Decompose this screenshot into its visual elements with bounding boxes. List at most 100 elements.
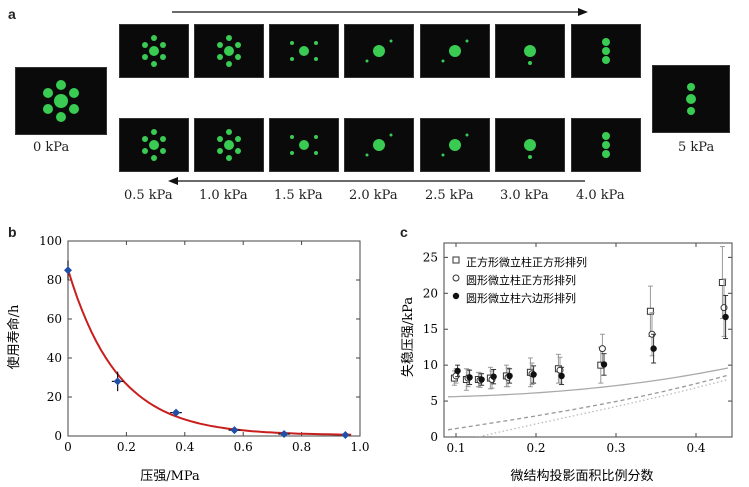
green-spot xyxy=(151,35,157,41)
green-spot xyxy=(235,42,241,48)
green-spot xyxy=(687,83,695,91)
microscope-spots xyxy=(524,139,536,159)
green-spot xyxy=(224,140,234,150)
green-spot xyxy=(54,94,68,108)
microscope-image-1 xyxy=(119,24,189,78)
marker-circle-filled xyxy=(558,372,565,380)
x-tick-label: 0.1 xyxy=(446,441,465,455)
microscope-image-8 xyxy=(119,118,189,172)
green-spot xyxy=(160,148,166,154)
green-spot xyxy=(465,39,469,43)
green-spot xyxy=(365,59,369,63)
green-spot xyxy=(69,88,79,98)
marker-circle-filled xyxy=(454,367,461,375)
caption-0kpa: 0 kPa xyxy=(33,140,70,155)
microscope-spots xyxy=(365,39,393,63)
data-point xyxy=(64,266,72,275)
green-spot xyxy=(142,148,148,154)
y-tick-label: 80 xyxy=(47,273,62,287)
green-spot xyxy=(217,136,223,142)
panel-b-label: b xyxy=(8,224,17,240)
chart-b-frame xyxy=(67,240,361,437)
green-spot xyxy=(235,148,241,154)
microscope-spots xyxy=(142,129,166,161)
chart-c-xlabel: 微结构投影面积比例分数 xyxy=(510,468,653,484)
legend-marker-circle-filled xyxy=(452,292,460,300)
x-tick-label: 0.8 xyxy=(292,440,311,454)
x-tick-label: 1.0 xyxy=(350,440,369,454)
y-tick-label: 5 xyxy=(430,394,438,408)
microscope-spots xyxy=(290,135,318,155)
green-spot xyxy=(314,41,318,45)
green-spot xyxy=(602,47,610,55)
green-spot xyxy=(226,61,232,67)
green-spot xyxy=(314,135,318,139)
marker-circle-filled xyxy=(530,371,537,378)
fit-curve xyxy=(67,269,352,436)
microscope-image-5 xyxy=(420,24,490,78)
green-spot xyxy=(373,139,385,151)
x-tick-label: 0.6 xyxy=(234,440,253,454)
panel-a-label: a xyxy=(8,6,16,22)
green-spot xyxy=(142,136,148,142)
green-spot xyxy=(43,104,53,114)
microscope-image-7 xyxy=(571,24,641,78)
green-spot xyxy=(224,46,234,56)
x-tick-label: 0.4 xyxy=(175,440,194,454)
green-spot xyxy=(290,135,294,139)
green-spot xyxy=(149,46,159,56)
green-spot xyxy=(56,80,66,90)
legend-c-3: 圆形微立柱六边形排列 xyxy=(466,291,576,305)
green-spot xyxy=(290,151,294,155)
x-tick-label: 0.2 xyxy=(526,441,545,455)
y-tick-label: 15 xyxy=(423,322,438,336)
y-tick-label: 20 xyxy=(47,390,62,404)
microscope-image-3 xyxy=(269,24,339,78)
marker-circle-filled xyxy=(650,345,657,352)
microscope-image-10 xyxy=(269,118,339,172)
y-tick-label: 10 xyxy=(423,358,438,372)
green-spot xyxy=(465,133,469,137)
x-tick-label: 0.4 xyxy=(686,441,705,455)
theory-curve-solid xyxy=(447,367,729,398)
marker-circle-filled xyxy=(466,374,473,381)
green-spot xyxy=(528,155,532,159)
bottom-arrow-head xyxy=(168,177,178,185)
caption-pressure-3: 1.5 kPa xyxy=(274,188,323,203)
green-spot xyxy=(43,88,53,98)
y-tick-label: 40 xyxy=(47,351,62,365)
green-spot xyxy=(449,139,461,151)
green-spot xyxy=(235,54,241,60)
data-point xyxy=(172,408,181,417)
microscope-spots xyxy=(142,35,166,67)
green-spot xyxy=(69,104,79,114)
green-spot xyxy=(365,153,369,157)
y-tick-label: 20 xyxy=(423,286,438,300)
legend-c-1: 正方形微立柱正方形排列 xyxy=(466,255,587,269)
microscope-spots xyxy=(441,133,469,157)
y-tick-label: 25 xyxy=(423,250,438,264)
microscope-image-6 xyxy=(495,24,565,78)
green-spot xyxy=(142,42,148,48)
green-spot xyxy=(373,45,385,57)
green-spot xyxy=(160,42,166,48)
green-spot xyxy=(217,54,223,60)
legend-marker-square xyxy=(452,256,460,264)
marker-circle-filled xyxy=(490,373,497,380)
caption-pressure-4: 2.0 kPa xyxy=(349,188,398,203)
microscope-spots xyxy=(217,35,241,67)
marker-circle-filled xyxy=(478,376,485,383)
green-spot xyxy=(524,139,536,151)
marker-circle-filled xyxy=(600,361,608,368)
y-tick-label: 100 xyxy=(39,234,62,248)
microscope-image-9 xyxy=(194,118,264,172)
green-spot xyxy=(314,151,318,155)
marker-circle-open xyxy=(598,345,606,353)
green-spot xyxy=(389,133,393,137)
marker-square-open xyxy=(718,279,726,287)
green-spot xyxy=(602,56,610,64)
y-tick-label: 0 xyxy=(430,430,438,444)
marker-circle-filled xyxy=(722,313,729,321)
marker-circle-filled xyxy=(506,372,513,380)
caption-pressure-5: 2.5 kPa xyxy=(425,188,474,203)
